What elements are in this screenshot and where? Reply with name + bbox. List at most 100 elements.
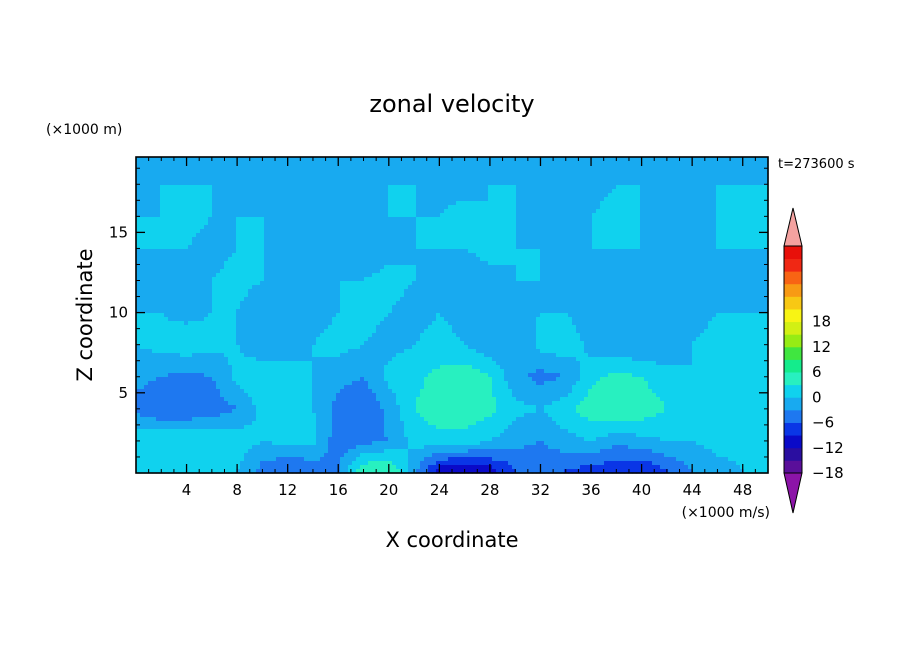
field-cell: [248, 269, 253, 274]
field-cell: [576, 277, 581, 282]
field-cell: [704, 265, 709, 270]
field-cell: [456, 181, 461, 186]
field-cell: [544, 157, 549, 162]
field-cell: [332, 217, 337, 222]
field-cell: [752, 189, 757, 194]
field-cell: [476, 281, 481, 286]
field-cell: [604, 169, 609, 174]
field-cell: [728, 229, 733, 234]
field-cell: [576, 161, 581, 166]
field-cell: [400, 181, 405, 186]
field-cell: [636, 221, 641, 226]
field-cell: [604, 277, 609, 282]
field-cell: [756, 205, 761, 210]
field-cell: [576, 265, 581, 270]
field-cell: [288, 189, 293, 194]
field-cell: [244, 277, 249, 282]
field-cell: [160, 157, 165, 162]
field-cell: [352, 177, 357, 182]
field-cell: [316, 277, 321, 282]
field-cell: [728, 253, 733, 258]
field-cell: [464, 273, 469, 278]
field-cell: [232, 221, 237, 226]
field-cell: [752, 213, 757, 218]
field-cell: [524, 197, 529, 202]
field-cell: [604, 233, 609, 238]
field-cell: [220, 261, 225, 266]
field-cell: [712, 233, 717, 238]
field-cell: [736, 181, 741, 186]
field-cell: [172, 201, 177, 206]
field-cell: [688, 197, 693, 202]
field-cell: [672, 261, 677, 266]
field-cell: [472, 229, 477, 234]
field-cell: [352, 161, 357, 166]
field-cell: [304, 249, 309, 254]
field-cell: [636, 217, 641, 222]
field-cell: [624, 265, 629, 270]
field-cell: [476, 165, 481, 170]
field-cell: [336, 261, 341, 266]
field-cell: [400, 217, 405, 222]
field-cell: [144, 237, 149, 242]
field-cell: [368, 233, 373, 238]
field-cell: [580, 249, 585, 254]
field-cell: [160, 173, 165, 178]
field-cell: [232, 273, 237, 278]
field-cell: [724, 193, 729, 198]
field-cell: [512, 253, 517, 258]
field-cell: [676, 189, 681, 194]
field-cell: [180, 225, 185, 230]
field-cell: [708, 233, 713, 238]
field-cell: [212, 253, 217, 258]
field-cell: [488, 257, 493, 262]
field-cell: [484, 273, 489, 278]
field-cell: [528, 269, 533, 274]
field-cell: [456, 185, 461, 190]
field-cell: [356, 189, 361, 194]
field-cell: [440, 181, 445, 186]
field-cell: [612, 197, 617, 202]
field-cell: [168, 281, 173, 286]
field-cell: [348, 201, 353, 206]
field-cell: [488, 253, 493, 258]
field-cell: [596, 273, 601, 278]
field-cell: [516, 237, 521, 242]
field-cell: [688, 193, 693, 198]
field-cell: [236, 249, 241, 254]
field-cell: [208, 213, 213, 218]
field-cell: [232, 161, 237, 166]
field-cell: [572, 169, 577, 174]
field-cell: [240, 273, 245, 278]
field-cell: [344, 253, 349, 258]
field-cell: [476, 177, 481, 182]
field-cell: [460, 201, 465, 206]
field-cell: [360, 225, 365, 230]
field-cell: [516, 181, 521, 186]
field-cell: [508, 157, 513, 162]
field-cell: [372, 205, 377, 210]
field-cell: [764, 213, 769, 218]
field-cell: [724, 213, 729, 218]
field-cell: [704, 165, 709, 170]
field-cell: [588, 181, 593, 186]
field-cell: [560, 161, 565, 166]
field-cell: [648, 217, 653, 222]
field-cell: [432, 281, 437, 286]
field-cell: [668, 261, 673, 266]
field-cell: [228, 261, 233, 266]
field-cell: [756, 229, 761, 234]
field-cell: [584, 233, 589, 238]
field-cell: [464, 277, 469, 282]
field-cell: [480, 189, 485, 194]
field-cell: [200, 185, 205, 190]
field-cell: [220, 237, 225, 242]
field-cell: [724, 257, 729, 262]
field-cell: [400, 265, 405, 270]
field-cell: [392, 209, 397, 214]
field-cell: [268, 225, 273, 230]
field-cell: [648, 245, 653, 250]
field-cell: [252, 261, 257, 266]
field-cell: [280, 201, 285, 206]
field-cell: [684, 177, 689, 182]
